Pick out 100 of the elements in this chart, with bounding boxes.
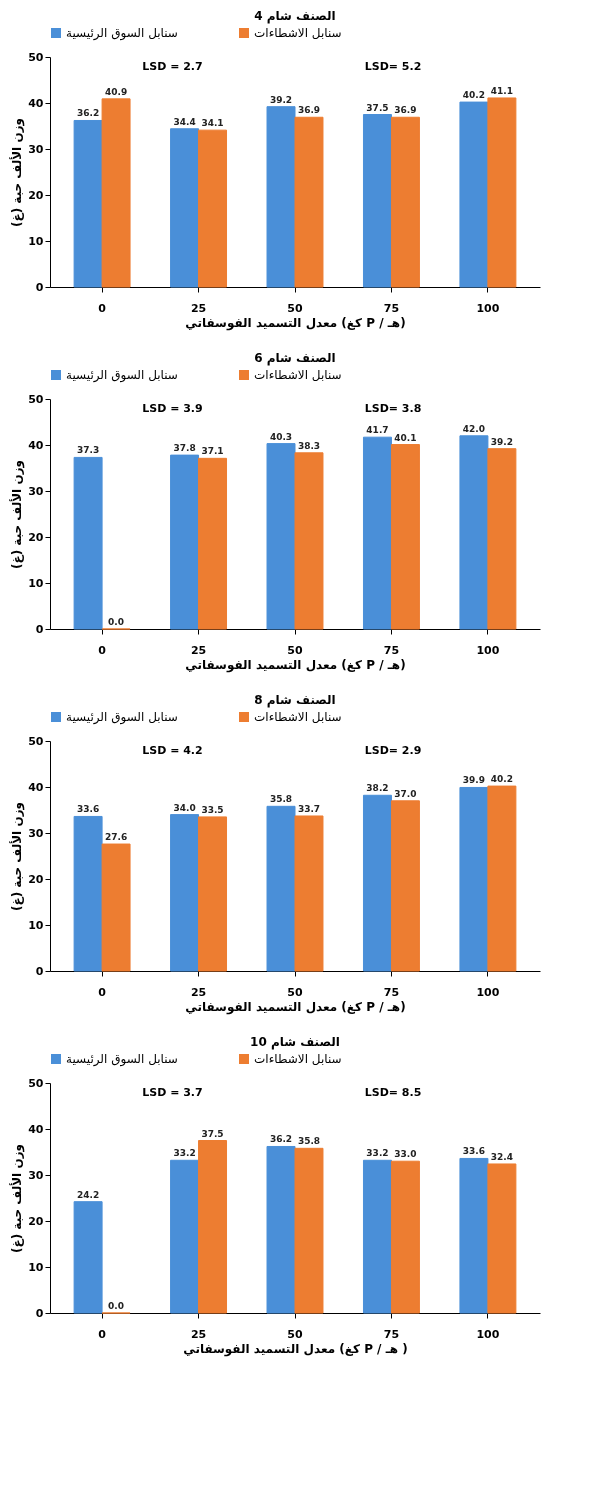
bar — [390, 1160, 420, 1314]
legend-label: سنابل السوق الرئيسية — [66, 1052, 178, 1067]
bar — [294, 116, 324, 288]
annotation: LSD = 3.9 — [142, 402, 203, 415]
y-tick-label: 0 — [35, 622, 44, 636]
x-tick-label: 50 — [287, 1327, 303, 1341]
x-axis-title: معدل التسميد الفوسفاتي (كغ P / هـ) — [185, 657, 406, 673]
bar — [266, 1145, 296, 1314]
x-tick-label: 100 — [476, 643, 500, 657]
y-tick-label: 20 — [28, 188, 44, 202]
y-tick-label: 40 — [28, 780, 44, 794]
y-tick-label: 30 — [28, 142, 44, 156]
data-label: 33.2 — [173, 1148, 196, 1159]
data-label: 37.3 — [76, 445, 100, 456]
legend-label: سنابل الاشطاءات — [254, 26, 342, 40]
bar — [362, 794, 392, 972]
legend-label: سنابل السوق الرئيسية — [66, 710, 178, 725]
legend-label: سنابل السوق الرئيسية — [66, 368, 178, 383]
bar — [487, 785, 517, 972]
y-tick-label: 40 — [28, 438, 44, 452]
bar — [487, 448, 517, 630]
y-tick-label: 0 — [35, 280, 44, 294]
data-label: 33.6 — [462, 1146, 486, 1157]
data-label: 0.0 — [108, 617, 125, 627]
data-label: 35.8 — [297, 1136, 321, 1147]
x-tick-label: 75 — [383, 643, 400, 657]
bar — [362, 114, 392, 288]
y-axis-title: وزن الألف حبة (غ) — [9, 1144, 26, 1253]
data-label: 36.9 — [297, 105, 321, 116]
x-tick-label: 75 — [383, 985, 400, 999]
data-label: 40.2 — [462, 90, 486, 101]
bar — [266, 106, 296, 288]
x-axis-title: معدل التسميد الفوسفاتي (كغ P / هـ ) — [183, 1341, 408, 1357]
y-tick-label: 10 — [28, 234, 44, 248]
data-label: 33.2 — [366, 1148, 389, 1159]
y-tick-label: 0 — [35, 964, 44, 978]
bar — [362, 1159, 392, 1314]
chart-title: الصنف شام 6 — [254, 351, 336, 366]
x-tick-label: 75 — [383, 301, 400, 315]
y-axis-title: وزن الألف حبة (غ) — [9, 802, 26, 911]
bar — [459, 101, 489, 288]
chart-title: الصنف شام 4 — [254, 9, 336, 24]
data-label: 41.7 — [366, 425, 389, 436]
x-tick-label: 0 — [98, 643, 107, 657]
data-label: 36.9 — [394, 105, 417, 116]
y-tick-label: 50 — [28, 1076, 44, 1090]
bar — [170, 454, 200, 630]
y-tick-label: 40 — [28, 96, 44, 110]
data-label: 40.3 — [269, 431, 293, 442]
annotation: LSD = 2.7 — [142, 60, 203, 73]
annotation: LSD= 8.5 — [364, 1086, 422, 1099]
x-tick-label: 50 — [287, 301, 303, 315]
x-tick-label: 100 — [476, 985, 500, 999]
y-tick-label: 20 — [28, 1214, 44, 1228]
bar — [101, 843, 131, 972]
data-label: 39.9 — [462, 775, 486, 786]
y-tick-label: 50 — [28, 392, 44, 406]
data-label: 0.0 — [108, 1301, 125, 1311]
y-tick-label: 50 — [28, 734, 44, 748]
bar — [73, 119, 103, 288]
x-tick-label: 100 — [476, 301, 500, 315]
x-tick-label: 0 — [98, 1327, 107, 1341]
data-label: 38.3 — [297, 440, 321, 451]
data-label: 34.4 — [173, 116, 196, 127]
legend-label: سنابل السوق الرئيسية — [66, 26, 178, 41]
data-label: 32.4 — [490, 1151, 514, 1162]
x-tick-label: 0 — [98, 985, 107, 999]
bar — [198, 1140, 228, 1314]
data-label: 35.8 — [269, 794, 293, 805]
data-label: 33.0 — [394, 1149, 417, 1160]
bar — [73, 456, 103, 630]
data-label: 41.1 — [490, 85, 514, 96]
data-label: 37.0 — [394, 788, 417, 799]
y-tick-label: 40 — [28, 1122, 44, 1136]
legend-label: سنابل الاشطاءات — [254, 368, 342, 382]
bar — [390, 116, 420, 288]
y-tick-label: 20 — [28, 872, 44, 886]
annotation: LSD = 4.2 — [142, 744, 203, 757]
x-tick-label: 75 — [383, 1327, 400, 1341]
bar — [390, 800, 420, 972]
data-label: 34.0 — [173, 802, 196, 813]
x-tick-label: 25 — [190, 301, 207, 315]
bar — [459, 1157, 489, 1314]
data-label: 34.1 — [201, 118, 224, 129]
bar — [170, 1159, 200, 1314]
bar — [459, 786, 489, 972]
bar — [294, 1147, 324, 1314]
annotation: LSD= 2.9 — [364, 744, 422, 757]
bar — [170, 128, 200, 288]
bar — [266, 805, 296, 972]
bar — [198, 816, 228, 972]
bar — [266, 443, 296, 630]
y-tick-label: 10 — [28, 918, 44, 932]
y-tick-label: 50 — [28, 50, 44, 64]
data-label: 37.8 — [173, 443, 196, 454]
data-label: 37.5 — [201, 1128, 224, 1139]
data-label: 33.7 — [297, 803, 321, 814]
x-tick-label: 50 — [287, 643, 303, 657]
chart-title: الصنف شام 8 — [254, 693, 336, 708]
data-label: 36.2 — [269, 1134, 293, 1145]
